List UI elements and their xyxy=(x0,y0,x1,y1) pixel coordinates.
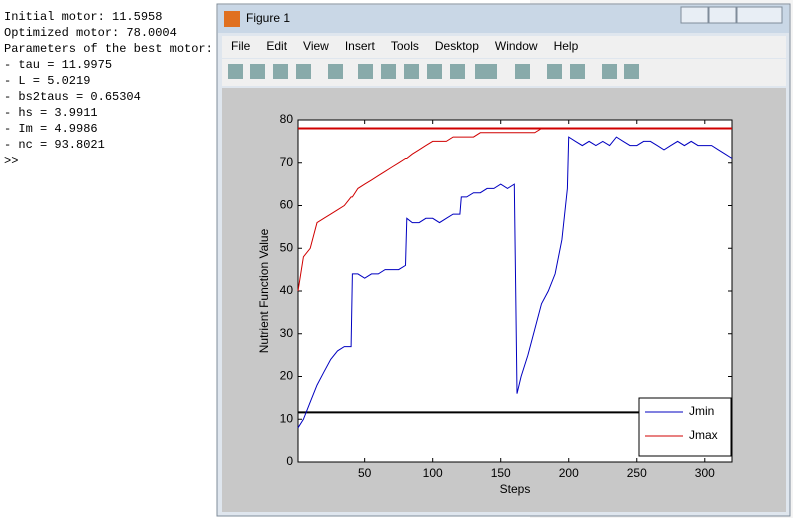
console-line: - L = 5.0219 xyxy=(4,74,90,88)
x-tick-label: 150 xyxy=(491,466,511,480)
x-axis-label: Steps xyxy=(500,482,531,496)
console-line: Initial motor: 11.5958 xyxy=(4,10,162,24)
tool-icon[interactable] xyxy=(570,64,585,79)
tool-icon[interactable] xyxy=(450,64,465,79)
tool-icon[interactable] xyxy=(547,64,562,79)
y-tick-label: 10 xyxy=(280,411,294,425)
tool-icon[interactable] xyxy=(475,64,497,79)
y-axis-label: Nutrient Function Value xyxy=(257,228,271,353)
x-tick-label: 300 xyxy=(695,466,715,480)
menu-item[interactable]: Edit xyxy=(266,39,287,53)
menu-item[interactable]: Tools xyxy=(391,39,419,53)
close-button[interactable] xyxy=(736,6,783,24)
series-line xyxy=(297,128,732,292)
tool-icon[interactable] xyxy=(602,64,617,79)
y-tick-label: 80 xyxy=(280,112,294,126)
window-title: Figure 1 xyxy=(246,11,290,25)
x-tick-label: 50 xyxy=(358,466,372,480)
console-line: - Im = 4.9986 xyxy=(4,122,98,136)
console-line: - nc = 93.8021 xyxy=(4,138,105,152)
menu-item[interactable]: View xyxy=(303,39,329,53)
maximize-button[interactable] xyxy=(708,6,737,24)
console-line: - bs2taus = 0.65304 xyxy=(4,90,141,104)
tool-icon[interactable] xyxy=(250,64,265,79)
menu-item[interactable]: Help xyxy=(554,39,579,53)
x-tick-label: 100 xyxy=(423,466,443,480)
legend-label: Jmin xyxy=(689,404,714,418)
tool-icon[interactable] xyxy=(624,64,639,79)
y-tick-label: 50 xyxy=(280,240,294,254)
tool-icon[interactable] xyxy=(515,64,530,79)
minimize-button[interactable] xyxy=(680,6,709,24)
y-tick-label: 60 xyxy=(280,198,294,212)
x-tick-label: 200 xyxy=(559,466,579,480)
tool-icon[interactable] xyxy=(228,64,243,79)
x-tick-label: 250 xyxy=(627,466,647,480)
tool-icon[interactable] xyxy=(296,64,311,79)
y-tick-label: 20 xyxy=(280,369,294,383)
toolbar-icons xyxy=(228,64,639,79)
y-tick-label: 40 xyxy=(280,283,294,297)
legend-label: Jmax xyxy=(689,428,718,442)
matlab-icon xyxy=(224,11,240,27)
menu-item[interactable]: Desktop xyxy=(435,39,479,53)
console-line: Optimized motor: 78.0004 xyxy=(4,26,177,40)
series-line xyxy=(297,136,733,429)
console-line: Parameters of the best motor: xyxy=(4,42,213,56)
y-tick-label: 0 xyxy=(286,454,293,468)
toolbar xyxy=(222,59,786,86)
tool-icon[interactable] xyxy=(328,64,343,79)
y-tick-label: 30 xyxy=(280,326,294,340)
menu-item[interactable]: Window xyxy=(495,39,538,53)
console-line: - hs = 3.9911 xyxy=(4,106,98,120)
legend-box xyxy=(638,397,732,457)
y-tick-label: 70 xyxy=(280,155,294,169)
tool-icon[interactable] xyxy=(273,64,288,79)
tool-icon[interactable] xyxy=(381,64,396,79)
tool-icon[interactable] xyxy=(404,64,419,79)
console-line: >> xyxy=(4,154,18,168)
tool-icon[interactable] xyxy=(358,64,373,79)
menu-item[interactable]: Insert xyxy=(345,39,376,53)
menu-bar xyxy=(222,36,786,58)
console-line: - tau = 11.9975 xyxy=(4,58,112,72)
menu-item[interactable]: File xyxy=(231,39,251,53)
tool-icon[interactable] xyxy=(427,64,442,79)
